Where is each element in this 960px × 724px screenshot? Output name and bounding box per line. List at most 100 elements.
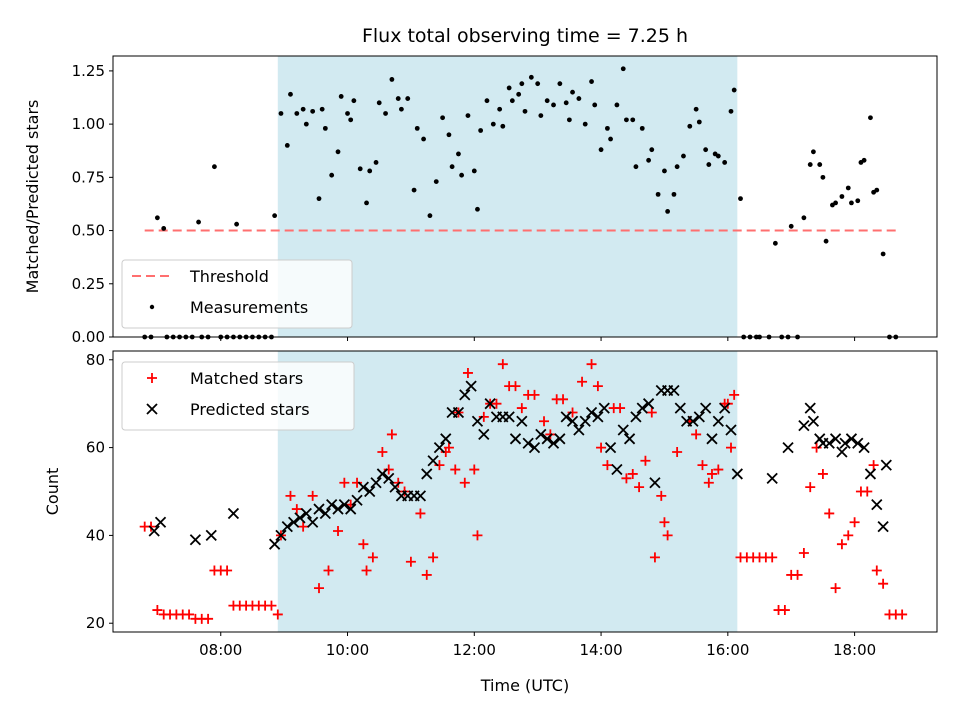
measurement-point: [411, 187, 417, 193]
predicted-star-point: [319, 507, 331, 520]
bottom-y-tick-label: 80: [86, 351, 105, 369]
predicted-star-point: [465, 380, 477, 392]
predicted-star-point: [421, 468, 433, 480]
measurement-point: [849, 200, 854, 206]
predicted-star-point: [528, 441, 541, 454]
measurement-point: [715, 153, 721, 159]
matched-star-point: [729, 389, 740, 400]
predicted-star-point: [509, 433, 522, 445]
measurement-point: [788, 223, 794, 229]
predicted-star-point: [839, 437, 851, 449]
measurement-point: [322, 125, 328, 131]
measurement-point: [373, 160, 379, 165]
measurement-point: [278, 111, 284, 116]
measurement-point: [399, 106, 404, 112]
legend-threshold-label: Threshold: [189, 267, 269, 286]
measurement-point: [620, 66, 626, 72]
measurement-point: [630, 117, 636, 123]
predicted-star-point: [636, 402, 648, 414]
matched-star-point: [824, 508, 835, 519]
matched-star-point: [459, 477, 470, 488]
matched-star-point: [871, 565, 882, 576]
legend-x-marker: [146, 403, 158, 415]
top-plot-frame: [112, 55, 938, 338]
measurement-point: [234, 221, 240, 227]
matched-star-point: [843, 530, 854, 541]
measurement-point: [484, 98, 490, 104]
predicted-star-point: [440, 433, 452, 445]
matched-star-point: [558, 394, 569, 405]
predicted-star-point: [706, 433, 718, 445]
matched-star-point: [222, 565, 233, 576]
measurement-point: [478, 128, 484, 133]
measurement-point: [662, 168, 667, 174]
matched-star-point: [713, 464, 724, 475]
measurement-point: [817, 162, 823, 167]
matched-star-point: [817, 468, 828, 479]
matched-star-point: [443, 442, 454, 453]
measurement-point: [674, 164, 680, 170]
matched-star-point: [516, 403, 527, 414]
measurement-point: [681, 153, 686, 159]
measurement-point: [319, 106, 325, 112]
measurement-point: [728, 108, 734, 114]
predicted-star-point: [541, 433, 553, 445]
predicted-star-point: [459, 389, 471, 401]
predicted-star-point: [471, 415, 484, 427]
matched-star-point: [830, 583, 841, 594]
measurement-point: [655, 191, 661, 197]
top-y-ticks: 0.00 0.25 0.50 0.75 1.00 1.25: [72, 62, 113, 346]
predicted-star-point: [864, 468, 877, 480]
matched-star-point: [662, 530, 673, 541]
legend-predicted-swatch: [146, 403, 158, 415]
bottom-x-ticks: 08:00 10:00 12:00 14:00 16:00 18:00: [199, 632, 876, 659]
measurement-points: [142, 66, 899, 340]
matched-star-point: [634, 482, 645, 493]
predicted-stars-points: [148, 380, 892, 550]
matched-star-point: [462, 367, 473, 378]
predicted-star-point: [592, 411, 604, 423]
predicted-star-point: [877, 520, 889, 533]
predicted-star-point: [674, 402, 686, 414]
predicted-star-point: [617, 424, 629, 436]
measurement-point: [465, 113, 471, 119]
matched-star-point: [272, 609, 283, 620]
matched-star-point: [621, 473, 632, 484]
legend-predicted-label: Predicted stars: [190, 400, 310, 419]
predicted-star-point: [604, 441, 617, 454]
measurement-point: [868, 115, 873, 121]
predicted-star-point: [268, 538, 281, 550]
bottom-y-ticks: 20 40 60 80: [86, 351, 113, 632]
matched-star-point: [706, 468, 717, 479]
matched-star-point: [497, 359, 508, 370]
measurement-point: [880, 251, 886, 257]
measurement-point: [839, 194, 845, 199]
predicted-star-point: [275, 529, 287, 542]
measurement-point: [820, 174, 826, 180]
measurement-point: [592, 102, 598, 108]
matched-star-point: [726, 442, 736, 453]
measurement-point: [300, 106, 306, 112]
top-y-tick-label: 0.25: [72, 275, 105, 293]
measurement-point: [845, 185, 851, 191]
matched-star-point: [703, 477, 714, 488]
measurement-point: [456, 151, 461, 157]
legend-matched-label: Matched stars: [190, 369, 303, 388]
measurement-point: [405, 96, 411, 101]
matched-star-point: [421, 569, 432, 580]
matched-star-point: [567, 407, 578, 418]
measurement-point: [351, 98, 357, 104]
measurement-point: [475, 206, 480, 212]
matched-star-point: [779, 605, 790, 616]
matched-star-point: [878, 578, 889, 589]
top-y-tick-label: 1.25: [72, 62, 105, 80]
predicted-star-point: [579, 415, 591, 427]
predicted-star-point: [845, 433, 858, 445]
matched-star-point: [184, 609, 195, 620]
measurement-point: [303, 121, 309, 127]
matched-star-point: [577, 376, 588, 387]
measurement-point: [357, 166, 363, 172]
predicted-star-point: [313, 503, 325, 515]
measurement-point: [614, 102, 620, 108]
